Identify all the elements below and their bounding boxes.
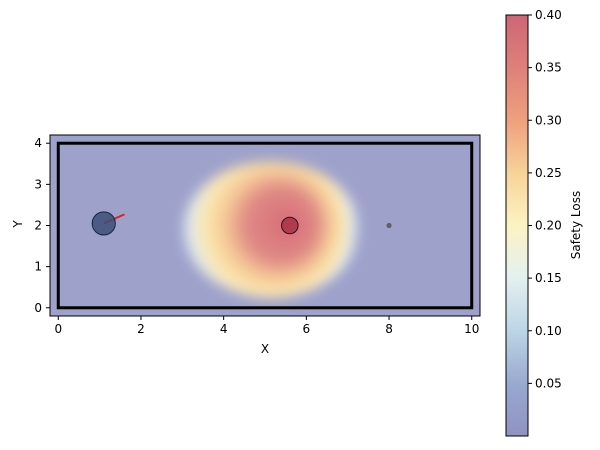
x-tick-label: 8 bbox=[385, 322, 393, 336]
x-tick-label: 0 bbox=[54, 322, 62, 336]
x-axis-label: X bbox=[261, 342, 269, 356]
y-tick-label: 1 bbox=[34, 260, 42, 274]
agent-marker bbox=[91, 211, 116, 236]
colorbar-tick-label: 0.15 bbox=[535, 271, 562, 285]
colorbar-tick-label: 0.25 bbox=[535, 166, 562, 180]
colorbar-tick-label: 0.05 bbox=[535, 376, 562, 390]
y-tick-label: 3 bbox=[34, 177, 42, 191]
colorbar-tick-label: 0.40 bbox=[535, 8, 562, 22]
x-tick-label: 2 bbox=[137, 322, 145, 336]
colorbar-scale bbox=[505, 14, 529, 437]
y-axis-label: Y bbox=[11, 220, 25, 229]
colorbar-ticks: 0.05 0.10 0.15 0.20 0.25 0.30 0.35 0.40 bbox=[528, 8, 562, 390]
y-tick-label: 0 bbox=[34, 301, 42, 315]
y-axis-ticks: 0 1 2 3 4 bbox=[34, 136, 50, 315]
high-loss-region bbox=[183, 161, 360, 298]
colorbar-label: Safety Loss bbox=[569, 191, 583, 260]
x-tick-label: 4 bbox=[220, 322, 228, 336]
colorbar-tick-label: 0.20 bbox=[535, 219, 562, 233]
colorbar-tick-label: 0.10 bbox=[535, 324, 562, 338]
colorbar: 0.05 0.10 0.15 0.20 0.25 0.30 0.35 0.40 Safety … bbox=[505, 8, 583, 437]
y-tick-label: 4 bbox=[34, 136, 42, 150]
colorbar-tick-label: 0.30 bbox=[535, 113, 562, 127]
y-tick-label: 2 bbox=[34, 219, 42, 233]
goal-marker bbox=[386, 222, 392, 229]
x-tick-label: 10 bbox=[464, 322, 479, 336]
x-axis-ticks: 0 2 4 6 8 10 bbox=[54, 316, 479, 336]
colorbar-tick-label: 0.35 bbox=[535, 61, 562, 75]
plot-area: 0 2 4 6 8 10 0 1 2 3 4 X Y bbox=[11, 134, 481, 356]
obstacle-marker bbox=[281, 216, 299, 235]
x-tick-label: 6 bbox=[303, 322, 311, 336]
environment-boundary bbox=[56, 141, 474, 310]
